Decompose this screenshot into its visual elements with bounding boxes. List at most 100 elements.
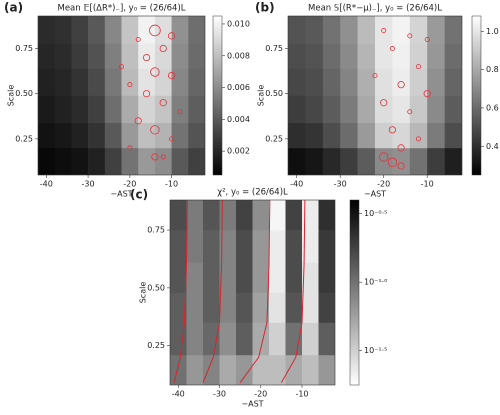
heat-cell — [409, 147, 428, 175]
heat-cell — [170, 262, 187, 293]
heat-cell — [188, 43, 205, 69]
marker — [134, 117, 142, 125]
heat-cell — [171, 68, 189, 96]
heat-cell — [203, 322, 220, 356]
marker — [423, 90, 431, 98]
heat-cell — [288, 147, 306, 175]
heat-cell — [38, 16, 55, 44]
heat-cell — [71, 16, 89, 44]
panel-title: Mean 𝔼[(ΔR*)₋], y₀ = (26/64)L — [57, 4, 185, 14]
heat-cell — [54, 95, 72, 123]
heat-cell — [71, 122, 89, 149]
heat-cell — [392, 43, 411, 69]
marker — [151, 153, 159, 161]
heat-cell — [444, 95, 462, 123]
heat-cell — [154, 68, 172, 96]
colorbar-tick-label: 10⁻¹·⁰ — [364, 278, 387, 287]
heat-cell — [188, 68, 205, 96]
heat-cell — [121, 68, 139, 96]
heat-cell — [322, 68, 341, 96]
heat-cell — [427, 43, 445, 69]
heat-cell — [322, 147, 341, 175]
heat-cell — [170, 230, 187, 263]
heat-cell — [219, 322, 237, 356]
heat-cell — [392, 122, 411, 149]
heat-cell — [203, 230, 220, 263]
marker — [160, 154, 166, 160]
marker — [150, 125, 160, 135]
heat-cell — [38, 122, 55, 149]
heat-cell — [305, 95, 324, 123]
contour-line — [280, 200, 306, 383]
heat-cell — [154, 147, 172, 175]
heat-cell — [357, 95, 376, 123]
heat-cell — [285, 262, 303, 293]
heat-cell — [88, 122, 106, 149]
heat-cell — [288, 95, 306, 123]
heat-cell — [318, 292, 335, 323]
plot-frame — [287, 15, 463, 176]
contour-line — [202, 200, 223, 383]
marker — [149, 24, 161, 37]
heat-cell — [104, 16, 122, 44]
colorbar-tick-label: 0.010 — [227, 19, 250, 28]
heat-cell — [38, 95, 55, 123]
heat-cell — [88, 16, 106, 44]
heat-cell — [322, 95, 341, 123]
contour-line — [173, 200, 188, 383]
heat-cell — [318, 230, 335, 263]
heat-cell — [71, 147, 89, 175]
heat-cell — [203, 200, 220, 231]
plot-area — [38, 16, 205, 175]
heat-cell — [71, 68, 89, 96]
y-tick-label: 0.50 — [147, 283, 165, 292]
heat-cell — [269, 262, 286, 293]
heat-cell — [285, 200, 303, 231]
heat-cell — [252, 292, 270, 323]
heat-cell — [302, 262, 319, 293]
heat-cell — [269, 292, 286, 323]
heat-cell — [171, 147, 189, 175]
heat-cell — [170, 322, 187, 356]
heat-cell — [121, 43, 139, 69]
heat-cell — [444, 122, 462, 149]
heat-cell — [138, 95, 156, 123]
colorbar-tick-label: 10⁻⁰·⁵ — [364, 209, 387, 218]
heat-cell — [269, 322, 286, 356]
heat-cell — [375, 16, 393, 44]
heat-cell — [188, 122, 205, 149]
heat-cell — [171, 95, 189, 123]
marker — [380, 99, 388, 107]
x-tick-label: -40 — [40, 180, 53, 189]
heat-cell — [288, 68, 306, 96]
heat-cell — [54, 68, 72, 96]
heat-cell — [154, 16, 172, 44]
heat-cell — [170, 200, 187, 231]
heat-cell — [54, 43, 72, 69]
heat-cell — [104, 147, 122, 175]
heat-cell — [121, 95, 139, 123]
heat-cell — [288, 122, 306, 149]
heat-cell — [88, 95, 106, 123]
heat-cell — [305, 68, 324, 96]
heat-cell — [186, 292, 204, 323]
heat-cell — [236, 354, 253, 385]
marker — [142, 90, 151, 98]
heat-cell — [427, 147, 445, 175]
heat-cell — [285, 354, 303, 385]
plot-area — [170, 200, 335, 385]
marker — [407, 33, 413, 39]
marker — [424, 36, 430, 42]
heat-cell — [219, 200, 237, 231]
heat-cell — [186, 262, 204, 293]
colorbar — [471, 15, 482, 176]
heat-cell — [104, 43, 122, 69]
x-tick-label: -10 — [295, 390, 308, 399]
y-tick-label: 0.75 — [147, 226, 165, 235]
heat-cell — [288, 43, 306, 69]
panel-label: (a) — [4, 1, 23, 15]
plot-frame — [169, 199, 336, 386]
y-tick-label: 0.25 — [265, 134, 283, 143]
y-tick-label: 0.50 — [265, 89, 283, 98]
